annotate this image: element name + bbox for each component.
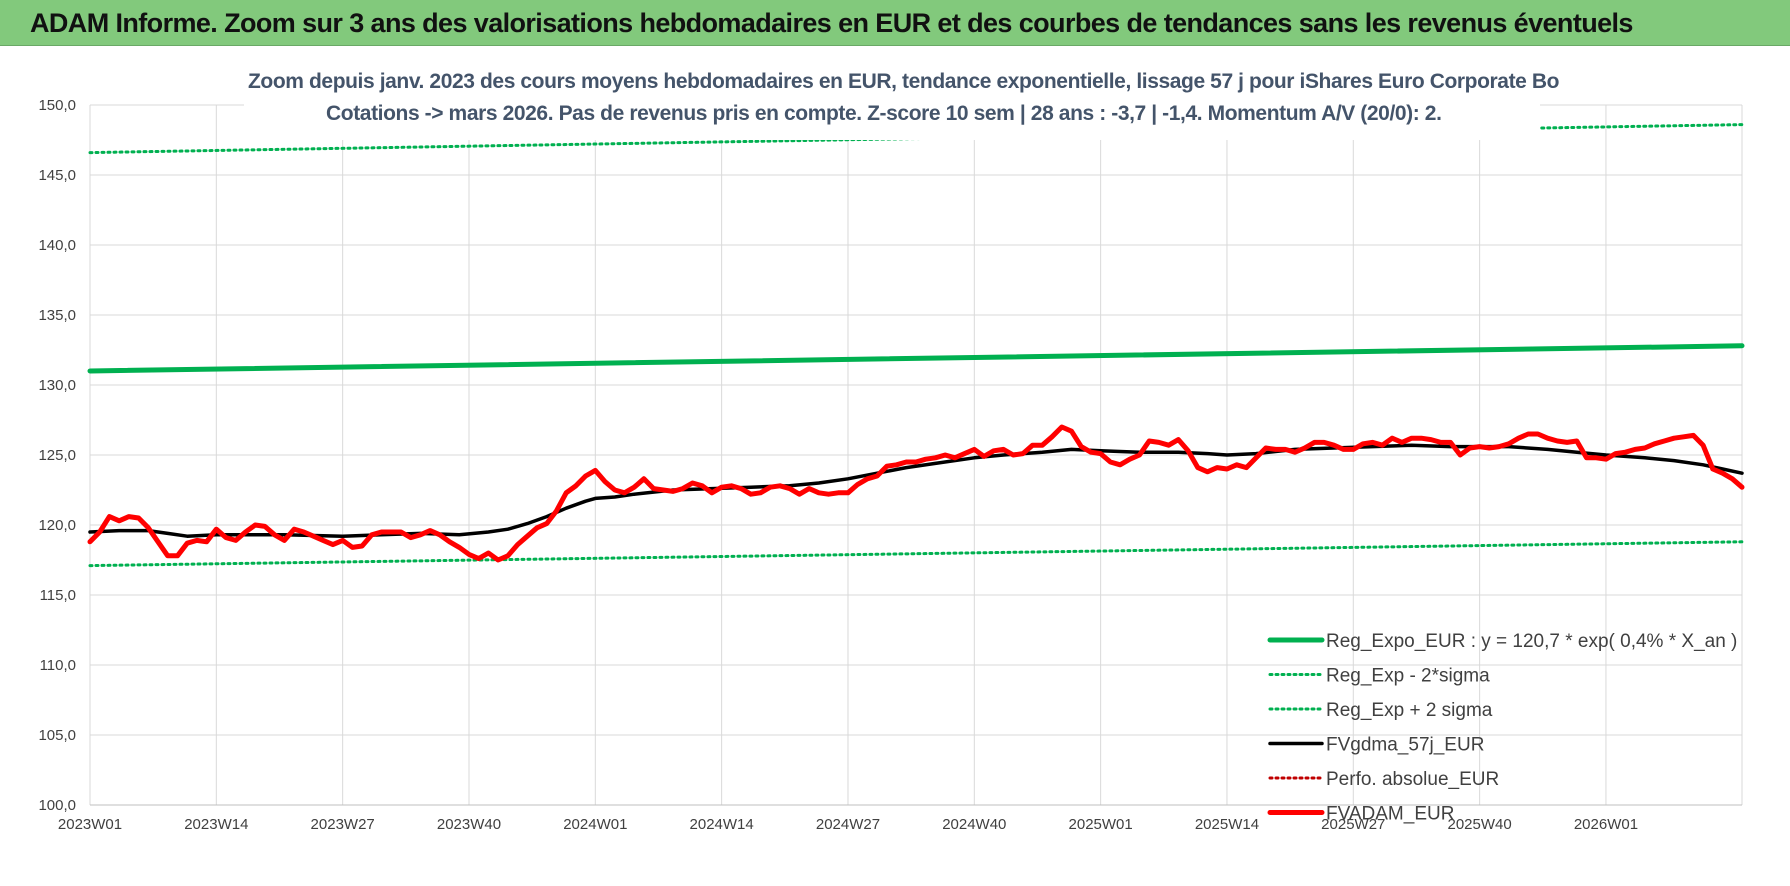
x-tick-label: 2024W40 — [942, 816, 1006, 833]
x-axis-ticks: 2023W01 2023W14 2023W27 2023W40 2024W01 2024W… — [58, 816, 1638, 833]
x-tick-label: 2025W14 — [1195, 816, 1259, 833]
x-tick-label: 2023W40 — [437, 816, 501, 833]
legend-label: FVADAM_EUR — [1326, 804, 1454, 825]
legend-label: Reg_Exp + 2 sigma — [1326, 700, 1493, 721]
legend-label: Reg_Exp - 2*sigma — [1326, 666, 1490, 687]
y-tick-label: 115,0 — [40, 587, 76, 604]
report-banner: ADAM Informe. Zoom sur 3 ans des valoris… — [0, 0, 1790, 46]
series-line-1 — [88, 540, 1744, 568]
y-axis-ticks: 100,0 105,0 110,0 115,0 120,0 125,0 130,0 135,0… — [38, 97, 76, 814]
x-tick-label: 2025W27 — [1321, 816, 1385, 833]
x-tick-label: 2024W01 — [563, 816, 627, 833]
x-tick-label: 2023W14 — [184, 816, 248, 833]
y-tick-label: 110,0 — [40, 657, 76, 674]
series-line-0 — [87, 343, 1745, 374]
report-title: ADAM Informe. Zoom sur 3 ans des valoris… — [30, 8, 1633, 38]
x-tick-label: 2026W01 — [1574, 816, 1638, 833]
line-chart: 100,0 105,0 110,0 115,0 120,0 125,0 130,0 135,0… — [0, 46, 1790, 886]
x-tick-label: 2024W27 — [816, 816, 880, 833]
y-tick-label: 140,0 — [38, 237, 76, 254]
y-tick-label: 130,0 — [38, 377, 76, 394]
y-tick-label: 135,0 — [38, 307, 76, 324]
chart-frame: 100,0 105,0 110,0 115,0 120,0 125,0 130,0 135,0… — [0, 46, 1790, 886]
y-tick-label: 125,0 — [38, 447, 76, 464]
y-tick-label: 100,0 — [38, 797, 76, 814]
title-backdrop — [244, 60, 1540, 140]
chart-title-line-1: Zoom depuis janv. 2023 des cours moyens … — [248, 70, 1559, 93]
y-tick-label: 145,0 — [38, 167, 76, 184]
legend-label: FVgdma_57j_EUR — [1326, 735, 1484, 756]
x-tick-label: 2023W01 — [58, 816, 122, 833]
x-tick-label: 2025W40 — [1448, 816, 1512, 833]
legend-label: Perfo. absolue_EUR — [1326, 769, 1499, 790]
y-tick-label: 105,0 — [38, 727, 76, 744]
legend-label: Reg_Expo_EUR : y = 120,7 * exp( 0,4% * X… — [1326, 631, 1737, 652]
x-tick-label: 2023W27 — [311, 816, 375, 833]
chart-legend: Reg_Expo_EUR : y = 120,7 * exp( 0,4% * X… — [1267, 631, 1737, 825]
series-line-5 — [87, 424, 1745, 563]
chart-title-line-2: Cotations -> mars 2026. Pas de revenus p… — [326, 102, 1442, 125]
y-tick-label: 120,0 — [38, 517, 76, 534]
x-tick-label: 2025W01 — [1069, 816, 1133, 833]
y-tick-label: 150,0 — [38, 97, 76, 114]
x-tick-label: 2024W14 — [690, 816, 754, 833]
